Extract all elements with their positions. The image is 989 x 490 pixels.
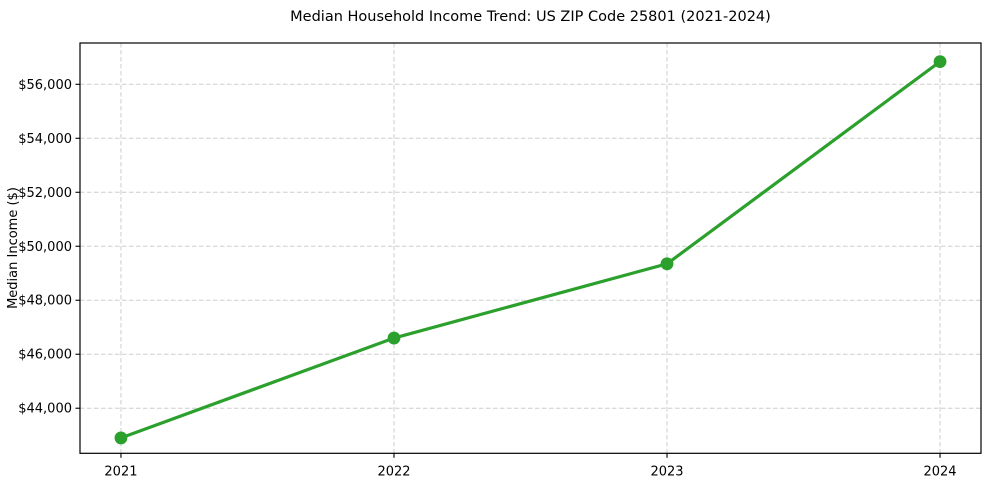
x-tick-label: 2024	[923, 464, 956, 479]
data-point-marker	[933, 55, 947, 69]
income-line-series	[114, 55, 947, 445]
chart-title: Median Household Income Trend: US ZIP Co…	[290, 9, 771, 25]
y-tick-label: $50,000	[18, 240, 72, 255]
data-point-marker	[114, 431, 128, 445]
gridlines-layer	[80, 43, 981, 454]
x-tick-label: 2021	[104, 464, 137, 479]
y-tick-label: $46,000	[18, 348, 72, 363]
y-tick-label: $56,000	[18, 78, 72, 93]
ticks-layer: $44,000 $46,000 $48,000 $50,000 $52,000 $54,0…	[18, 78, 956, 480]
x-tick-label: 2023	[650, 464, 683, 479]
y-tick-label: $54,000	[18, 132, 72, 147]
plot-border	[79, 42, 982, 454]
income-trend-line	[120, 60, 941, 440]
y-tick-label: $48,000	[18, 294, 72, 309]
x-tick-label: 2022	[377, 464, 410, 479]
data-point-marker	[387, 331, 401, 345]
y-tick-label: $44,000	[18, 402, 72, 417]
y-axis-title: Median Income ($)	[6, 187, 21, 309]
data-point-marker	[660, 257, 674, 271]
y-tick-label: $52,000	[18, 186, 72, 201]
